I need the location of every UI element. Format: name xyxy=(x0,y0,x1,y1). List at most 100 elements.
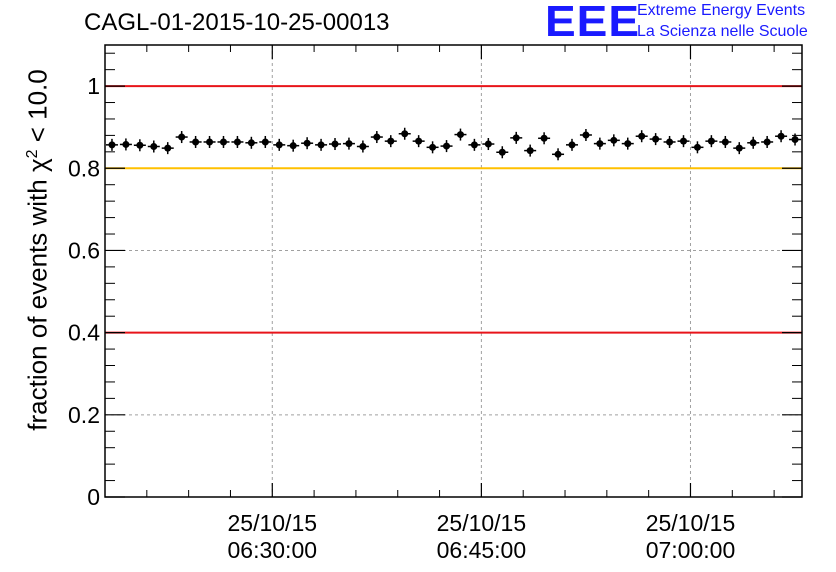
data-marker xyxy=(610,136,618,144)
data-marker xyxy=(498,148,506,156)
data-point xyxy=(259,135,272,148)
data-marker xyxy=(470,141,478,149)
data-point xyxy=(217,135,230,148)
x-tick-label-time: 07:00:00 xyxy=(646,537,736,563)
data-marker xyxy=(777,132,785,140)
data-marker xyxy=(512,134,520,142)
data-point xyxy=(287,139,300,152)
chart-title: CAGL-01-2015-10-25-00013 xyxy=(84,9,390,36)
data-point xyxy=(482,138,495,151)
data-marker xyxy=(582,131,590,139)
data-point xyxy=(315,138,328,151)
data-point xyxy=(663,135,676,148)
data-point xyxy=(468,138,481,151)
data-point xyxy=(175,131,188,144)
data-point xyxy=(565,138,578,151)
data-point xyxy=(635,130,648,143)
data-marker xyxy=(721,138,729,146)
data-point xyxy=(301,137,314,150)
data-marker xyxy=(136,141,144,149)
data-point xyxy=(552,148,565,161)
data-point xyxy=(761,135,774,148)
data-marker xyxy=(317,141,325,149)
data-point xyxy=(203,135,216,148)
data-marker xyxy=(192,138,200,146)
data-point xyxy=(147,140,160,153)
x-axis-ticks: 25/10/1506:30:0025/10/1506:45:0025/10/15… xyxy=(104,45,775,563)
data-point xyxy=(426,141,439,154)
data-point xyxy=(775,130,788,143)
data-marker xyxy=(680,137,688,145)
data-point xyxy=(649,133,662,146)
data-marker xyxy=(387,137,395,145)
x-tick-label-time: 06:30:00 xyxy=(228,537,318,563)
grid-lines xyxy=(105,45,802,497)
y-tick-label: 1 xyxy=(87,73,100,99)
x-tick-label-date: 25/10/15 xyxy=(646,510,736,536)
data-point xyxy=(789,133,802,146)
data-point xyxy=(719,135,732,148)
data-marker xyxy=(693,143,701,151)
data-point xyxy=(356,140,369,153)
y-axis-ticks: 0 0.2 0.4 0.6 0.8 1 xyxy=(68,52,802,510)
data-point xyxy=(579,128,592,141)
logo-caption-line2: La Scienza nelle Scuole xyxy=(637,23,808,40)
data-marker xyxy=(791,136,799,144)
data-point xyxy=(621,137,634,150)
data-point xyxy=(454,128,467,141)
data-marker xyxy=(735,144,743,152)
data-point xyxy=(705,135,718,148)
eee-logo: EEE xyxy=(545,0,641,46)
data-marker xyxy=(373,133,381,141)
data-marker xyxy=(484,140,492,148)
data-point xyxy=(231,135,244,148)
data-point xyxy=(105,138,118,151)
data-marker xyxy=(345,140,353,148)
data-marker xyxy=(303,139,311,147)
data-point xyxy=(133,139,146,152)
data-marker xyxy=(456,131,464,139)
x-tick-label-time: 06:45:00 xyxy=(437,537,527,563)
data-point xyxy=(370,131,383,144)
data-point xyxy=(607,134,620,147)
data-point xyxy=(677,135,690,148)
data-marker xyxy=(666,138,674,146)
data-marker xyxy=(652,135,660,143)
data-marker xyxy=(247,139,255,147)
data-point xyxy=(273,138,286,151)
data-point xyxy=(342,137,355,150)
data-marker xyxy=(554,150,562,158)
data-marker xyxy=(526,147,534,155)
data-marker xyxy=(638,132,646,140)
data-marker xyxy=(540,134,548,142)
data-marker xyxy=(749,139,757,147)
x-tick-label-date: 25/10/15 xyxy=(228,510,318,536)
data-point xyxy=(412,135,425,148)
data-marker xyxy=(568,141,576,149)
data-marker xyxy=(261,138,269,146)
x-tick-label-date: 25/10/15 xyxy=(437,510,527,536)
y-tick-label: 0.8 xyxy=(68,155,100,181)
data-marker xyxy=(289,142,297,150)
data-point xyxy=(384,135,397,148)
data-marker xyxy=(275,141,283,149)
data-marker xyxy=(164,144,172,152)
data-point xyxy=(245,136,258,149)
data-marker xyxy=(763,138,771,146)
data-marker xyxy=(624,140,632,148)
data-point xyxy=(189,135,202,148)
data-point xyxy=(440,140,453,153)
data-point xyxy=(691,141,704,154)
data-marker xyxy=(233,138,241,146)
data-point xyxy=(398,127,411,140)
data-marker xyxy=(401,130,409,138)
data-marker xyxy=(429,143,437,151)
reference-lines xyxy=(105,85,802,334)
data-marker xyxy=(415,137,423,145)
data-marker xyxy=(707,137,715,145)
y-tick-label: 0.6 xyxy=(68,237,100,263)
data-point xyxy=(747,136,760,149)
data-point xyxy=(329,138,342,151)
data-marker xyxy=(150,142,158,150)
data-marker xyxy=(108,141,116,149)
